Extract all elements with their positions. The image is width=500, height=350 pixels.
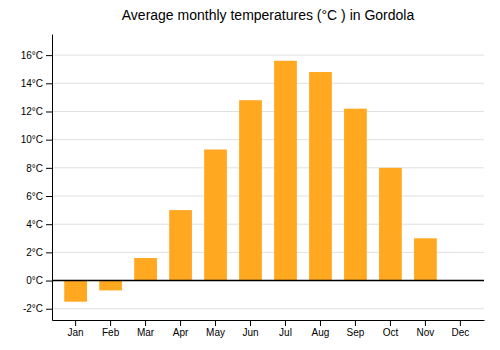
chart: -2°C 0°C 2°C 4°C 6°C 8°C 10°C 12°C 14°C 16°C Jan Fe… — [0, 0, 500, 350]
grid-line — [52, 167, 484, 168]
marks — [52, 61, 484, 302]
y-axis-line — [52, 35, 53, 321]
x-tick: May — [206, 320, 225, 338]
x-tick-label: Mar — [137, 327, 155, 338]
y-tick-mark — [46, 196, 52, 197]
x-tick: Jan — [68, 320, 84, 338]
x-tick: Mar — [137, 320, 155, 338]
grid — [52, 55, 484, 309]
x-tick-label: Jan — [68, 327, 84, 338]
x-tick: Sep — [347, 320, 365, 338]
y-tick: 16°C — [21, 50, 52, 61]
bar — [204, 150, 227, 281]
grid-line — [52, 224, 484, 225]
y-tick-label: -2°C — [23, 303, 43, 314]
x-tick-label: Oct — [383, 327, 399, 338]
x-tick: Jul — [279, 320, 292, 338]
x-tick-mark — [110, 320, 111, 326]
grid-line — [52, 139, 484, 140]
y-tick: 4°C — [26, 219, 52, 230]
x-tick: Apr — [173, 320, 189, 338]
y-tick-label: 2°C — [26, 247, 43, 258]
bar — [379, 168, 402, 281]
grid-line — [52, 111, 484, 112]
x-tick-label: Jun — [242, 327, 258, 338]
y-tick-label: 16°C — [21, 50, 43, 61]
bar — [239, 100, 262, 280]
bar — [169, 210, 192, 280]
y-tick: 12°C — [21, 106, 52, 117]
x-tick: Oct — [383, 320, 399, 338]
y-tick-label: 14°C — [21, 78, 43, 89]
x-tick-mark — [180, 320, 181, 326]
x-tick-label: Jul — [279, 327, 292, 338]
bar — [344, 109, 367, 281]
x-tick: Nov — [417, 320, 435, 338]
title: Average monthly temperatures (°C ) in Go… — [122, 7, 415, 23]
y-tick: -2°C — [23, 303, 52, 314]
bar — [134, 258, 157, 281]
y-tick-mark — [46, 83, 52, 84]
y-tick-label: 6°C — [26, 191, 43, 202]
x-tick-mark — [145, 320, 146, 326]
y-tick: 0°C — [26, 275, 52, 286]
y-tick-mark — [46, 252, 52, 253]
y-tick-mark — [46, 111, 52, 112]
bar — [414, 238, 437, 280]
x-tick-label: Nov — [417, 327, 435, 338]
y-tick-label: 8°C — [26, 163, 43, 174]
grid-line — [52, 83, 484, 84]
y-tick: 8°C — [26, 163, 52, 174]
grid-line — [52, 55, 484, 56]
y-tick-label: 0°C — [26, 275, 43, 286]
x-tick-label: Apr — [173, 327, 189, 338]
bar — [99, 281, 122, 291]
x-axis: Jan Feb Mar Apr May Jun Jul Aug Sep Oct Nov Dec — [53, 320, 485, 338]
x-tick-label: May — [206, 327, 225, 338]
x-tick-label: Aug — [312, 327, 330, 338]
y-tick-mark — [46, 281, 52, 282]
y-tick-mark — [46, 55, 52, 56]
x-tick-mark — [215, 320, 216, 326]
y-tick: 14°C — [21, 78, 52, 89]
x-axis-line — [53, 320, 485, 321]
x-tick-label: Sep — [347, 327, 365, 338]
y-tick-mark — [46, 224, 52, 225]
y-tick-label: 4°C — [26, 219, 43, 230]
x-tick: Feb — [102, 320, 120, 338]
y-tick-mark — [46, 168, 52, 169]
y-tick: 10°C — [21, 134, 52, 145]
x-tick-mark — [320, 320, 321, 326]
bar — [274, 61, 297, 281]
y-tick-mark — [46, 140, 52, 141]
x-tick-mark — [285, 320, 286, 326]
y-tick-mark — [46, 309, 52, 310]
x-tick-mark — [75, 320, 76, 326]
grid-line — [52, 308, 484, 309]
x-tick-mark — [425, 320, 426, 326]
y-tick-label: 12°C — [21, 106, 43, 117]
bar — [64, 281, 87, 302]
grid-line — [52, 280, 484, 281]
y-axis: -2°C 0°C 2°C 4°C 6°C 8°C 10°C 12°C 14°C 16°C — [21, 35, 53, 321]
bar — [309, 72, 332, 281]
x-tick-mark — [390, 320, 391, 326]
zero-line — [52, 280, 484, 282]
x-tick-label: Feb — [102, 327, 120, 338]
plot-area: -2°C 0°C 2°C 4°C 6°C 8°C 10°C 12°C 14°C 16°C Jan Fe… — [21, 35, 485, 339]
x-tick-mark — [355, 320, 356, 326]
x-tick-mark — [250, 320, 251, 326]
x-tick: Dec — [451, 320, 469, 338]
x-tick-mark — [460, 320, 461, 326]
y-tick-label: 10°C — [21, 134, 43, 145]
y-tick: 6°C — [26, 191, 52, 202]
x-tick: Aug — [312, 320, 330, 338]
x-tick: Jun — [242, 320, 258, 338]
y-tick: 2°C — [26, 247, 52, 258]
grid-line — [52, 196, 484, 197]
x-tick-label: Dec — [451, 327, 469, 338]
